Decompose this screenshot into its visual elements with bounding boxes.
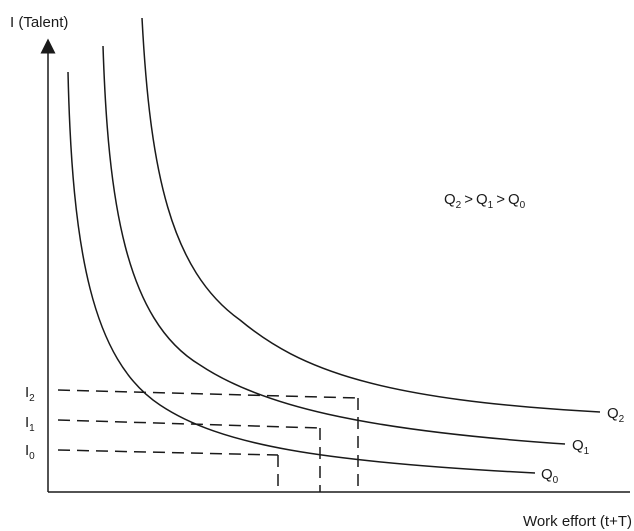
curve-label-q1: Q1 — [572, 437, 590, 457]
tick-label-i0: I0 — [25, 442, 35, 462]
tick-label-i2: I2 — [25, 384, 35, 404]
dashed-guide-i2 — [57, 389, 359, 399]
isoquant-ordering-annotation: Q2 > Q1 > Q0 — [444, 191, 526, 211]
x-axis-label: Work effort (t+T) — [523, 513, 632, 530]
isoquant-curve-q0 — [67, 71, 536, 474]
curve-label-q0: Q0 — [541, 466, 559, 486]
dashed-guide-i1 — [57, 419, 321, 429]
dashed-guide-i0 — [57, 449, 279, 456]
isoquant-curve-q1 — [102, 45, 566, 445]
curve-label-q2: Q2 — [607, 405, 625, 425]
y-axis-label: I (Talent) — [10, 14, 68, 31]
tick-label-i1: I1 — [25, 414, 35, 434]
isoquant-curve-q2 — [141, 17, 601, 413]
